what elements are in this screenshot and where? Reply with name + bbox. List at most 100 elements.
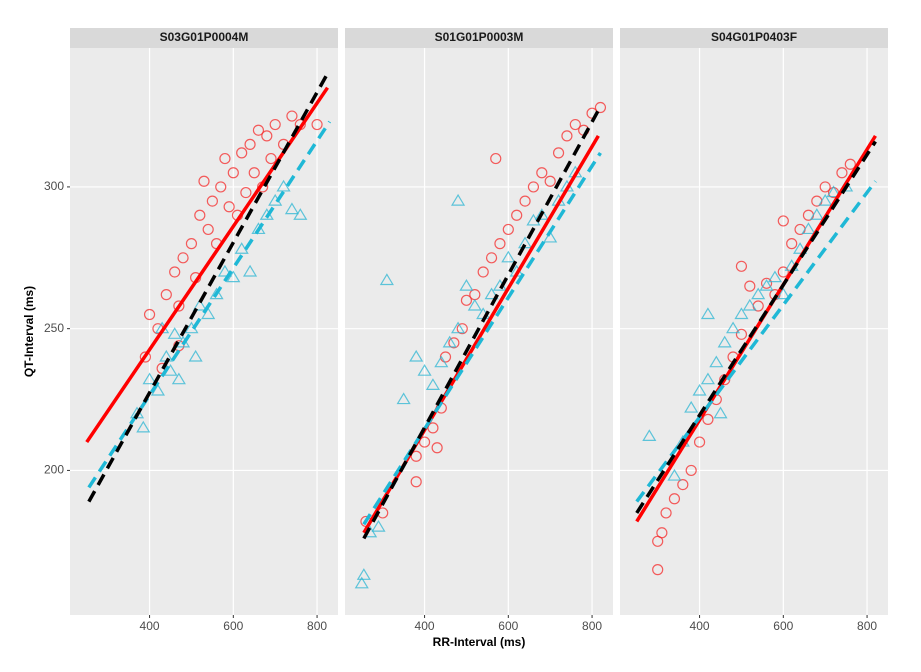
x-tick-label: 800 [582, 619, 602, 633]
point [511, 209, 523, 221]
point [143, 308, 156, 321]
point [777, 266, 789, 278]
point [243, 264, 258, 277]
point [793, 242, 808, 254]
point [700, 307, 715, 320]
point [818, 193, 833, 206]
point [786, 238, 798, 250]
point [826, 185, 841, 198]
point [717, 335, 732, 348]
point [410, 476, 422, 488]
x-tick-label: 600 [223, 619, 243, 633]
point [456, 323, 468, 335]
point [269, 118, 281, 131]
point [561, 130, 573, 142]
point [160, 289, 172, 301]
point [265, 152, 277, 165]
fit-line [362, 151, 602, 526]
point [594, 101, 607, 114]
point [202, 223, 214, 236]
point [227, 167, 239, 179]
fit-line [362, 109, 600, 540]
x-tick-label: 600 [498, 619, 518, 633]
point [767, 270, 782, 283]
point [735, 260, 748, 272]
point [642, 429, 657, 441]
x-tick-label: 800 [307, 619, 327, 633]
point [459, 278, 474, 291]
strip-background [345, 28, 613, 48]
point [451, 321, 466, 334]
point [451, 193, 466, 206]
x-tick-label: 400 [690, 619, 710, 633]
point [209, 287, 224, 300]
point [667, 468, 682, 481]
point [293, 208, 308, 220]
strip-label: S04G01P0403F [711, 30, 797, 44]
point [194, 209, 206, 221]
point [136, 420, 151, 433]
point [434, 355, 449, 368]
point [742, 298, 757, 311]
point [702, 413, 714, 425]
point [244, 138, 256, 150]
point [460, 294, 473, 306]
point [215, 181, 227, 193]
point [442, 335, 457, 348]
fit-line [635, 180, 877, 503]
point [248, 167, 260, 179]
point [286, 110, 298, 122]
x-tick-label: 800 [857, 619, 877, 633]
point [198, 175, 210, 187]
point [139, 351, 151, 363]
x-tick-label: 400 [140, 619, 160, 633]
point [409, 349, 424, 362]
point [188, 349, 203, 362]
point [700, 372, 715, 385]
point [836, 167, 848, 179]
point [759, 278, 774, 291]
point [276, 179, 291, 192]
x-axis-title: RR-Interval (ms) [433, 635, 526, 649]
point [751, 287, 766, 300]
point [284, 202, 299, 215]
point [354, 576, 369, 589]
point [467, 298, 482, 311]
point [485, 252, 498, 264]
point [177, 252, 189, 264]
point [709, 355, 724, 368]
point [502, 223, 514, 236]
point [677, 478, 689, 491]
point [660, 507, 672, 519]
point [801, 222, 816, 235]
point [425, 378, 440, 390]
strip-label: S01G01P0003M [435, 30, 524, 44]
point [685, 464, 697, 477]
point [410, 450, 422, 462]
point [261, 130, 273, 142]
point [477, 266, 489, 278]
point [219, 152, 231, 165]
x-tick-label: 400 [415, 619, 435, 633]
point [226, 270, 241, 283]
point [844, 158, 856, 170]
point [252, 124, 265, 136]
point [819, 181, 831, 193]
fit-line [87, 72, 330, 503]
point [652, 564, 664, 576]
point [448, 337, 460, 349]
point [356, 568, 371, 580]
point [418, 436, 431, 448]
x-tick-label: 600 [773, 619, 793, 633]
point [734, 307, 749, 320]
point [809, 208, 824, 220]
point [543, 230, 558, 243]
point [713, 406, 728, 419]
point [167, 327, 182, 339]
point [311, 118, 323, 131]
panel-background [70, 48, 338, 615]
point [776, 287, 791, 300]
y-tick-label: 250 [44, 321, 64, 335]
point [236, 147, 248, 159]
